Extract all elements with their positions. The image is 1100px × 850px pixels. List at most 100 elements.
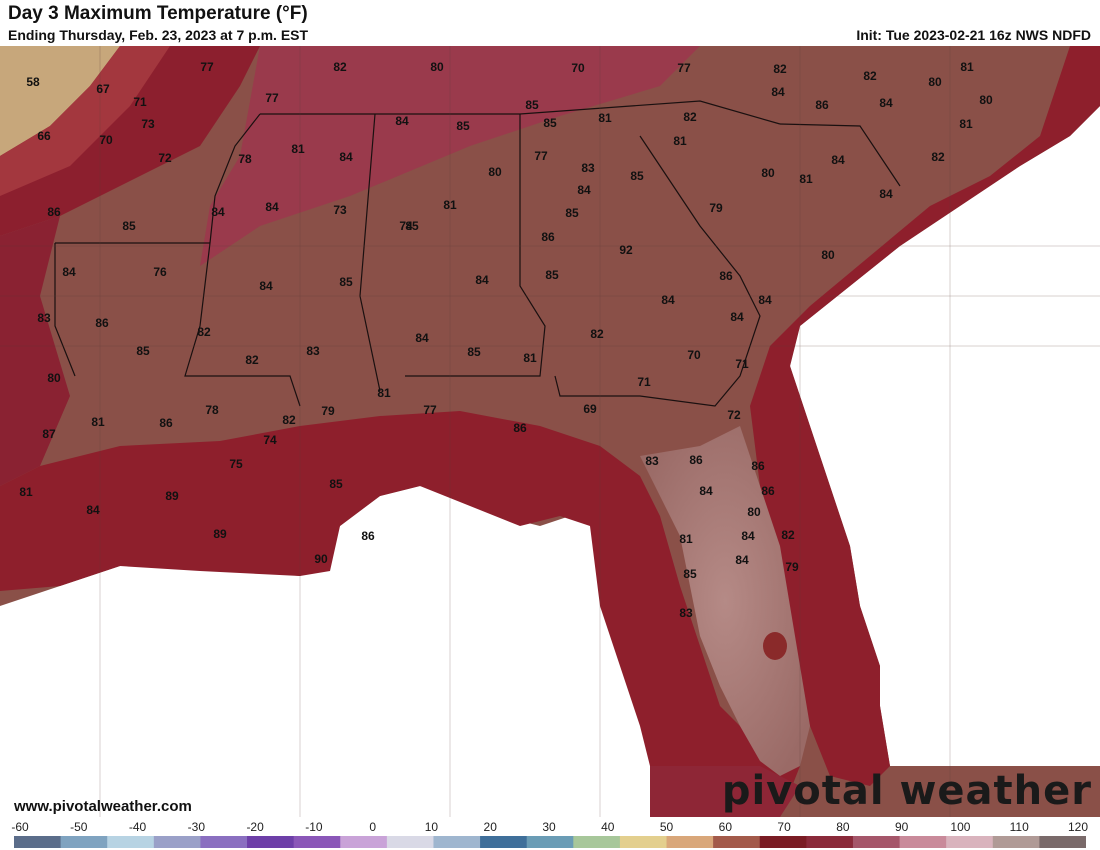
- temperature-label: 81: [91, 415, 105, 429]
- temperature-label: 80: [488, 165, 502, 179]
- temperature-label: 85: [545, 268, 559, 282]
- temperature-label: 81: [523, 351, 537, 365]
- temperature-label: 90: [314, 552, 328, 566]
- state-boundaries: [54, 100, 901, 407]
- temperature-label: 86: [159, 416, 173, 430]
- temperature-label: 82: [863, 69, 877, 83]
- temperature-label: 79: [321, 404, 335, 418]
- temperature-label: 84: [86, 503, 100, 517]
- colorbar-tick-label: 70: [777, 820, 791, 834]
- temperature-label: 70: [571, 61, 585, 75]
- temperature-label: 89: [165, 489, 179, 503]
- temperature-label: 77: [423, 403, 437, 417]
- temperature-label: 83: [37, 311, 51, 325]
- temperature-label: 85: [339, 275, 353, 289]
- colorbar-swatch: [619, 836, 668, 848]
- temperature-label: 84: [741, 529, 755, 543]
- temperature-label: 58: [26, 75, 40, 89]
- temperature-labels: 58 67 71 73 66 70 77 72 77 82 80 78 81 84 85 85 85 70 77 81…: [19, 60, 993, 620]
- temperature-label: 75: [229, 457, 243, 471]
- temperature-label: 85: [329, 477, 343, 491]
- temperature-label: 70: [99, 133, 113, 147]
- colorbar-swatch: [433, 836, 481, 848]
- colorbar-tick-label: 10: [424, 820, 439, 834]
- temperature-label: 80: [747, 505, 761, 519]
- colorbar-swatch: [759, 836, 807, 848]
- temperature-label: 77: [534, 149, 548, 163]
- temperature-label: 79: [709, 201, 723, 215]
- temperature-label: 84: [661, 293, 675, 307]
- temperature-label: 86: [815, 98, 829, 112]
- temperature-label: 82: [781, 528, 795, 542]
- temperature-label: 84: [831, 153, 845, 167]
- temperature-label: 84: [211, 205, 225, 219]
- temperature-label: 81: [19, 485, 33, 499]
- temperature-label: 84: [730, 310, 744, 324]
- temperature-label: 84: [758, 293, 772, 307]
- temperature-label: 86: [47, 205, 61, 219]
- temperature-label: 85: [525, 98, 539, 112]
- temperature-label: 84: [735, 553, 749, 567]
- temperature-label: 77: [265, 91, 279, 105]
- colorbar-tick-label: 20: [483, 820, 497, 834]
- temperature-label: 84: [415, 331, 429, 345]
- colorbar-tick-label: -60: [11, 820, 29, 834]
- county-lines: [0, 46, 1100, 817]
- northwest-coolest-region: [0, 46, 120, 156]
- temperature-label: 82: [197, 325, 211, 339]
- florida-keys-region: [650, 766, 800, 817]
- temperature-label: 74: [263, 433, 277, 447]
- temperature-label: 82: [333, 60, 347, 74]
- temperature-label: 81: [959, 117, 973, 131]
- colorbar-swatch: [386, 836, 434, 848]
- temperature-label: 80: [430, 60, 444, 74]
- colorbar-swatch: [60, 836, 108, 848]
- temperature-label: 83: [679, 606, 693, 620]
- temperature-label: 86: [751, 459, 765, 473]
- map-title: Day 3 Maximum Temperature (°F): [8, 3, 308, 24]
- temperature-label: 86: [541, 230, 555, 244]
- temperature-label: 72: [727, 408, 741, 422]
- northwest-transition: [0, 46, 170, 196]
- colorbar-tick-label: -30: [187, 820, 205, 834]
- temperature-label: 81: [598, 111, 612, 125]
- website-url[interactable]: www.pivotalweather.com: [14, 798, 192, 815]
- lake-okeechobee: [763, 632, 787, 660]
- west-edge-band: [0, 216, 70, 486]
- temperature-label: 71: [133, 95, 147, 109]
- colorbar-swatch: [526, 836, 574, 848]
- colorbar-tick-label: -40: [128, 820, 147, 834]
- colorbar-swatch: [992, 836, 1040, 848]
- temperature-label: 84: [699, 484, 713, 498]
- colorbar-swatch: [200, 836, 248, 848]
- temperature-label: 69: [583, 402, 597, 416]
- temperature-label: 85: [543, 116, 557, 130]
- temperature-label: 76: [153, 265, 167, 279]
- colorbar-swatch: [247, 836, 295, 848]
- colorbar-swatch: [946, 836, 994, 848]
- north-pink-band: [200, 46, 700, 266]
- map-header: Day 3 Maximum Temperature (°F) Ending Th…: [0, 0, 1100, 46]
- temperature-label: 86: [719, 269, 733, 283]
- colorbar-tick-label: 0: [369, 820, 376, 834]
- temperature-label: 86: [761, 484, 775, 498]
- temperature-label: 84: [577, 183, 591, 197]
- colorbar-tick-label: 60: [718, 820, 733, 834]
- temperature-label: 77: [677, 61, 691, 75]
- temperature-label: 86: [95, 316, 109, 330]
- temperature-label: 73: [333, 203, 347, 217]
- temperature-label: 86: [689, 453, 703, 467]
- temperature-label: 84: [475, 273, 489, 287]
- temperature-label: 82: [282, 413, 296, 427]
- valid-time: Ending Thursday, Feb. 23, 2023 at 7 p.m.…: [8, 27, 309, 43]
- temperature-label: 79: [785, 560, 799, 574]
- temperature-label: 80: [761, 166, 775, 180]
- colorbar-swatch: [1039, 836, 1086, 848]
- temperature-label: 86: [361, 529, 375, 543]
- temperature-label: 78: [205, 403, 219, 417]
- temperature-label: 84: [879, 187, 893, 201]
- colorbar-swatch: [14, 836, 62, 848]
- colorbar-swatch: [340, 836, 388, 848]
- temperature-label: 89: [213, 527, 227, 541]
- colorbar-tick-label: 100: [950, 820, 971, 834]
